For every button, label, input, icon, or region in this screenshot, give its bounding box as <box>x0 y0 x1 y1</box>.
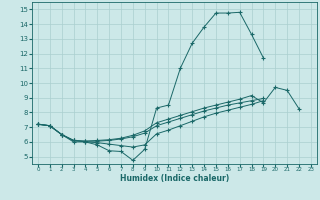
X-axis label: Humidex (Indice chaleur): Humidex (Indice chaleur) <box>120 174 229 183</box>
